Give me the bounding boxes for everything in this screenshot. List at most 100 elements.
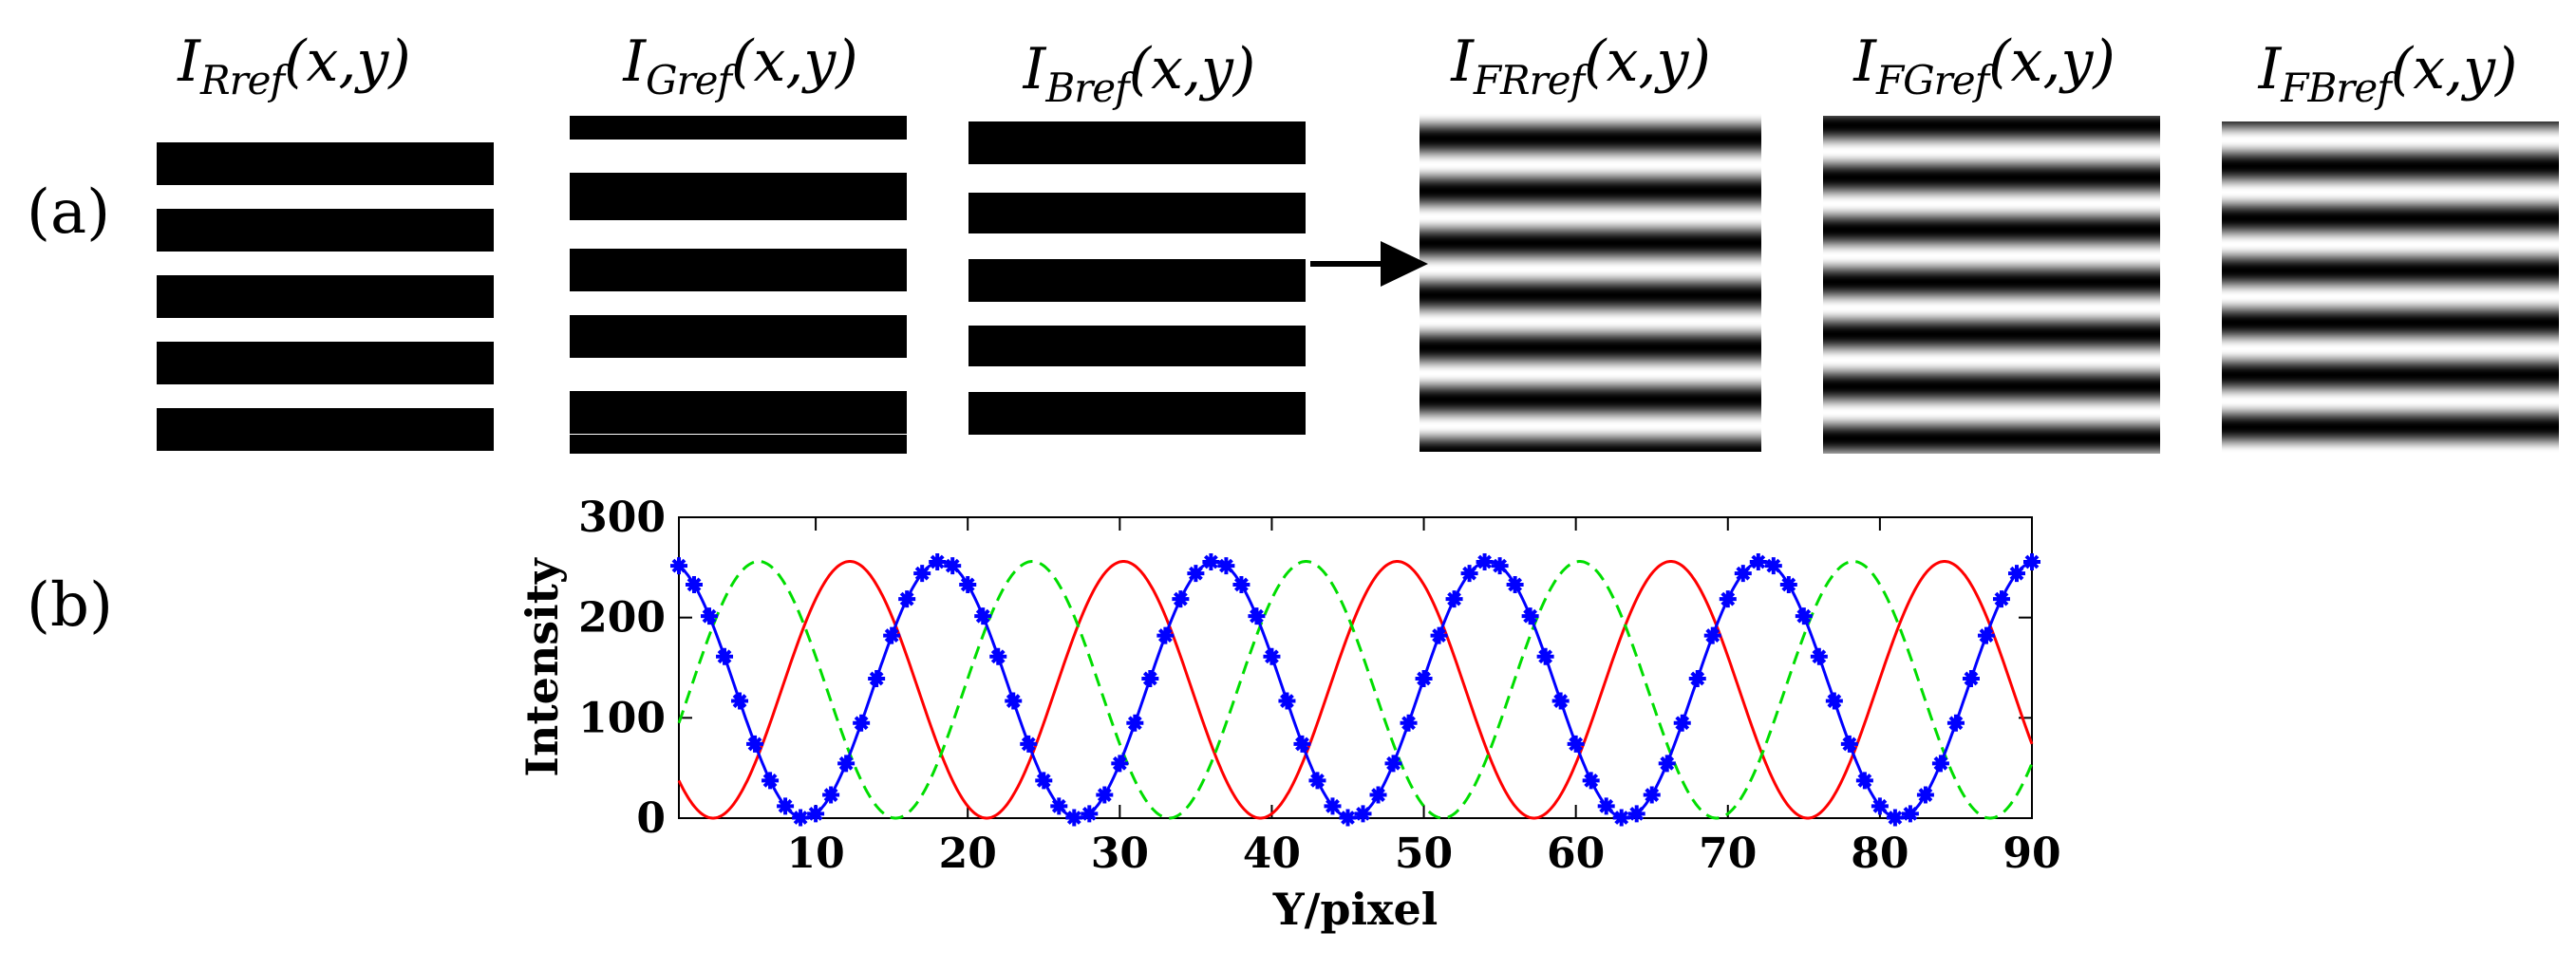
series-marker-point [1855, 772, 1873, 790]
series-marker-point [1977, 626, 1995, 644]
series-marker-point [2007, 565, 2025, 583]
series-marker-point [1156, 626, 1175, 644]
series-marker-point [929, 553, 947, 571]
image-title-rref: IRref(x,y) [123, 28, 465, 104]
series-marker-point [1232, 575, 1250, 593]
series-marker-point [1916, 786, 1934, 804]
sinusoidal-fringe-pattern [1420, 112, 1761, 452]
series-marker-point [1688, 669, 1706, 687]
series-marker-point [1749, 553, 1767, 571]
image-title-fbref: IFBref(x,y) [2212, 36, 2564, 112]
binary-stripe-pattern [570, 116, 907, 454]
image-title-main: I [2258, 36, 2282, 103]
series-marker-point [686, 575, 704, 593]
image-title-args: (x,y) [1988, 28, 2115, 95]
series-marker-point [1551, 692, 1570, 710]
series-marker-point [1810, 647, 1828, 665]
series-marker-point [701, 607, 719, 625]
series-marker-point [1658, 755, 1676, 773]
x-tick-label: 50 [1395, 830, 1453, 878]
y-tick-label: 100 [578, 694, 666, 742]
series-marker-point [792, 809, 810, 827]
series-marker-point [1992, 590, 2010, 608]
series-marker-point [2023, 553, 2040, 571]
stripe-bar [968, 121, 1306, 164]
stripe-bar [570, 391, 907, 434]
series-marker-point [1430, 626, 1448, 644]
stripe-bar [157, 209, 494, 252]
series-marker-point [1840, 735, 1858, 753]
series-marker-point [1719, 590, 1737, 608]
image-title-args: (x,y) [284, 28, 411, 95]
series-marker-point [807, 805, 825, 823]
series-marker-point [822, 786, 840, 804]
series-marker-point [670, 557, 687, 575]
x-tick-label: 30 [1091, 830, 1149, 878]
series-marker-point [1962, 669, 1980, 687]
y-tick-label: 300 [578, 494, 666, 542]
series-marker-point [1597, 797, 1615, 815]
x-tick-label: 60 [1547, 830, 1605, 878]
y-tick-label: 0 [636, 794, 666, 843]
series-marker-point [1886, 809, 1904, 827]
series-marker-point [1324, 797, 1342, 815]
series-marker-point [1703, 626, 1721, 644]
series-marker-point [1491, 557, 1509, 575]
y-tick-label: 200 [578, 594, 666, 643]
series-marker-point [1582, 772, 1600, 790]
image-title-args: (x,y) [1584, 28, 1711, 95]
image-title-sub: FBref [2281, 65, 2391, 111]
series-marker-point [1187, 565, 1205, 583]
stripe-bar [570, 315, 907, 358]
x-tick-label: 90 [2003, 830, 2060, 878]
x-tick-label: 20 [939, 830, 997, 878]
series-line-red-channel [677, 560, 2034, 820]
image-title-args: (x,y) [1128, 36, 1256, 103]
image-title-main: I [1853, 28, 1876, 95]
series-marker-point [1612, 809, 1630, 827]
series-marker-point [1217, 557, 1235, 575]
series-marker-point [1141, 669, 1159, 687]
series-marker-point [1005, 692, 1023, 710]
image-title-fgref: IFGref(x,y) [1804, 28, 2165, 104]
series-marker-point [1400, 714, 1418, 732]
plot-frame [678, 516, 2033, 819]
series-marker-point [1795, 607, 1813, 625]
series-marker-point [1172, 590, 1190, 608]
stripe-bar [157, 342, 494, 384]
stripe-bar [570, 249, 907, 291]
series-marker-point [1673, 714, 1691, 732]
series-marker-point [1734, 565, 1752, 583]
x-tick-label: 70 [1699, 830, 1757, 878]
series-marker-point [1111, 755, 1129, 773]
series-marker-point [1643, 786, 1661, 804]
image-title-main: I [178, 28, 200, 95]
series-marker-point [1035, 772, 1053, 790]
stripe-bar [968, 392, 1306, 435]
series-marker-point [989, 647, 1007, 665]
series-marker-point [837, 755, 856, 773]
series-line-blue-channel [678, 560, 2033, 820]
image-title-gref: IGref(x,y) [570, 28, 912, 104]
series-marker-point [1931, 755, 1949, 773]
series-marker-point [1506, 575, 1524, 593]
series-marker-point [1476, 553, 1494, 571]
image-title-sub: FRref [1473, 57, 1585, 103]
image-title-sub: Bref [1045, 65, 1129, 111]
series-marker-point [898, 590, 916, 608]
series-marker-point [1764, 557, 1782, 575]
series-marker-point [1445, 590, 1463, 608]
x-axis-label: Y/pixel [1272, 884, 1438, 935]
stripe-bar [157, 142, 494, 185]
stripe-bar [968, 193, 1306, 233]
series-marker-point [1081, 805, 1099, 823]
image-title-args: (x,y) [731, 28, 858, 95]
stripe-bar [570, 435, 907, 454]
image-title-args: (x,y) [2390, 36, 2518, 103]
series-marker-point [1126, 714, 1144, 732]
stripe-bar [157, 275, 494, 318]
series-marker-point [853, 714, 871, 732]
x-tick-label: 40 [1243, 830, 1301, 878]
stripe-bar [968, 259, 1306, 302]
